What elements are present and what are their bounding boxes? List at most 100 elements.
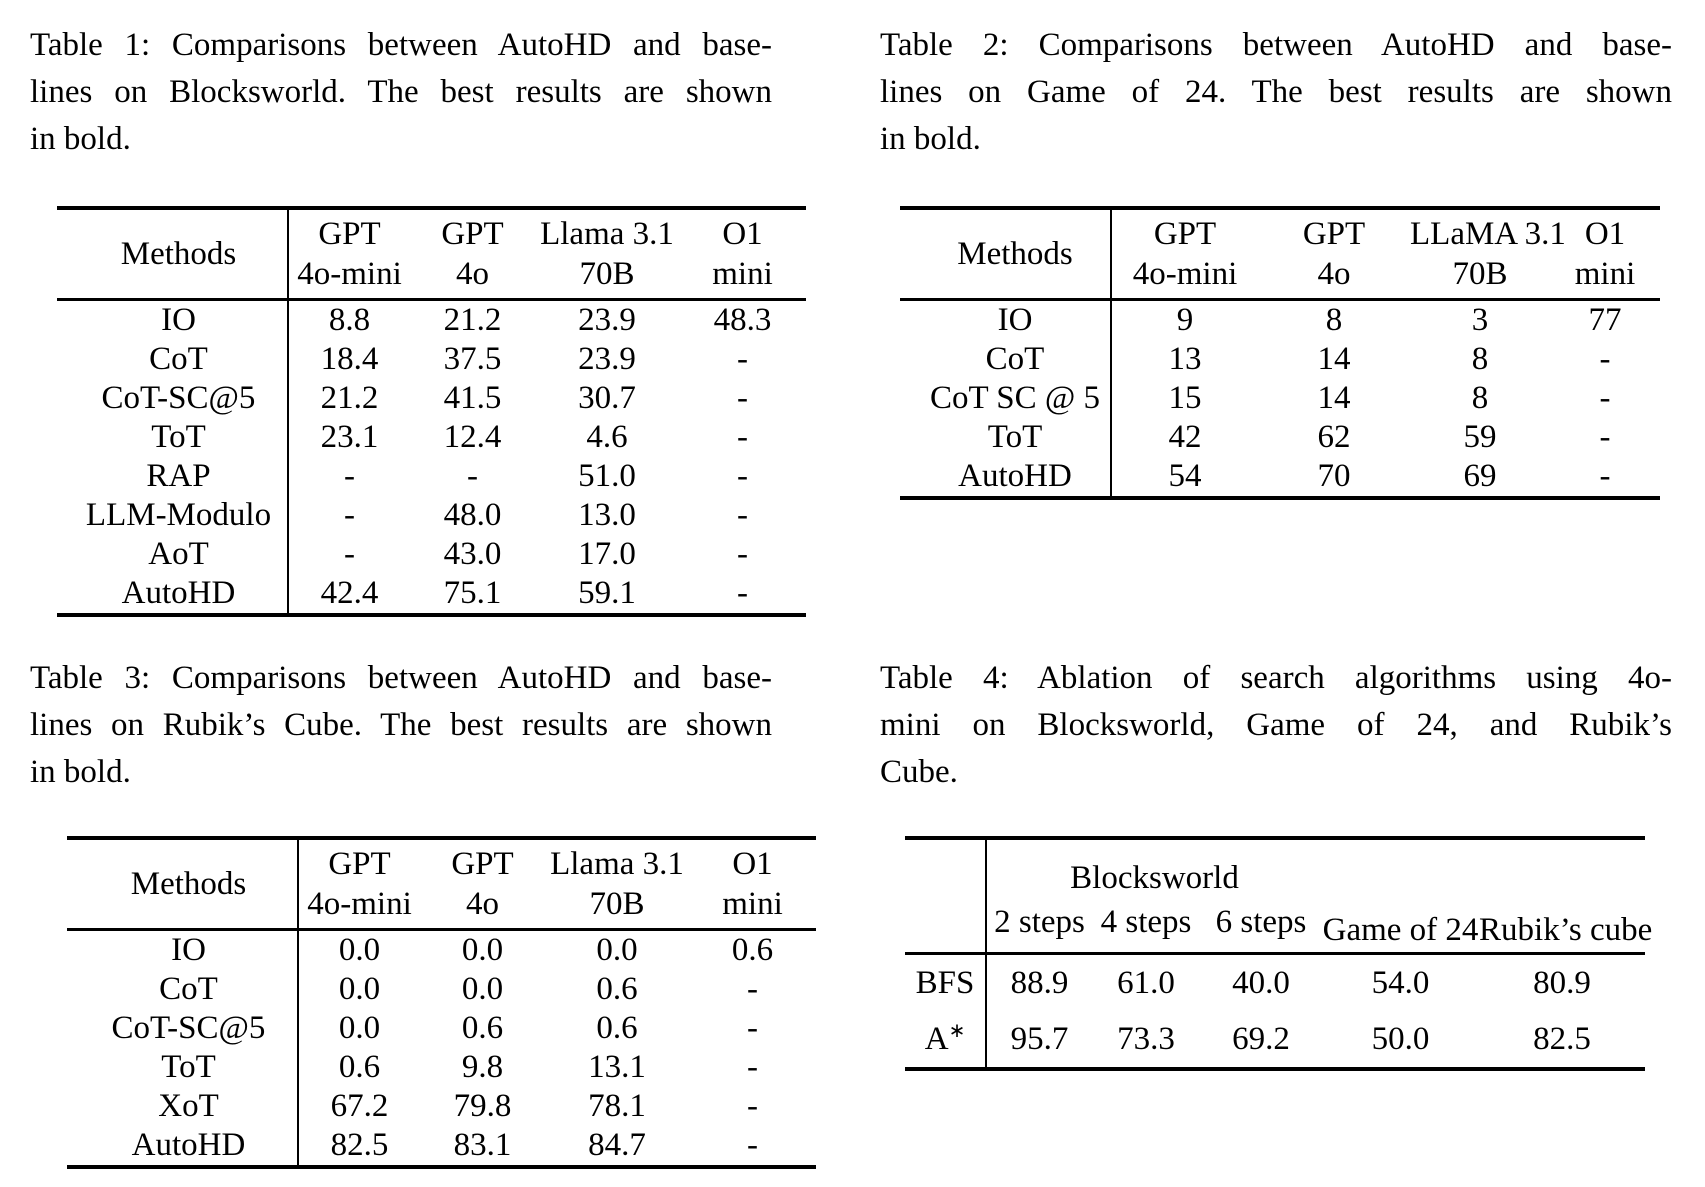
value-cell: 23.9 [535,298,679,340]
column-header-2-steps: 2 steps [994,904,1085,940]
table2-game-of-24: Methods GPT 4o-mini GPT 4o LLaMA 3.1 70B… [900,206,1660,500]
value-cell: - [737,341,748,377]
value-cell: - [737,497,748,533]
table-row: XoT 67.2 79.8 78.1 - [67,1087,816,1126]
caption-line: in bold. [880,121,981,157]
method-cell: AutoHD [67,1126,299,1167]
column-header-gpt-4o: GPT 4o [410,208,535,300]
method-cell: CoT SC @ 5 [900,379,1112,418]
header-line: 4o [466,886,499,922]
table2-caption: Table 2: Comparisons between AutoHD and … [880,22,1672,163]
value-cell: 18.4 [320,341,379,377]
table-row: AoT - 43.0 17.0 - [57,535,806,574]
table-row: IO 0.0 0.0 0.0 0.6 [67,928,816,970]
table1-blocksworld: Methods GPT 4o-mini GPT 4o Llama 3.1 70B… [57,206,806,617]
method-label: A [924,1021,949,1057]
header-line: GPT [1302,216,1366,252]
header-line: 4o-mini [1132,256,1238,292]
value-cell: 15 [1168,380,1202,416]
column-header-llama: Llama 3.1 70B [535,208,679,300]
method-cell: CoT [900,340,1112,379]
value-cell: 80.9 [1479,952,1646,1011]
header-line: O1 [1584,216,1626,252]
value-cell: 23.1 [320,419,379,455]
method-cell: A∗ [905,1011,987,1069]
column-header-methods: Methods [900,208,1112,300]
table-row: CoT 13 14 8 - [900,340,1660,379]
value-cell: 8 [1471,341,1489,377]
table-row: IO 9 8 3 77 [900,298,1660,340]
value-cell-best: 69 [1463,458,1497,494]
header-line: GPT [1153,216,1217,252]
value-cell: 54.0 [1322,952,1480,1011]
caption-line: lines on Game of 24. The best results ar… [880,74,1672,110]
value-cell: 0.0 [338,1010,381,1046]
method-cell: AoT [57,535,289,574]
value-cell-best: 70 [1317,458,1351,494]
value-cell: 0.6 [596,1010,638,1046]
header-row: Methods GPT 4o-mini GPT 4o Llama 3.1 70B… [67,838,816,930]
value-cell: 3 [1410,298,1550,340]
value-cell: 30.7 [578,380,636,416]
method-cell: CoT-SC@5 [57,379,289,418]
header-line: GPT [451,846,514,882]
value-cell-best: 82.5 [330,1127,389,1163]
value-cell: 73.3 [1117,1021,1175,1057]
column-header-gpt-4o-mini: GPT 4o-mini [288,208,410,300]
value-cell: 0.0 [420,928,545,970]
table3-caption: Table 3: Comparisons between AutoHD and … [30,655,772,796]
value-cell: - [747,1127,758,1163]
value-cell: 0.0 [461,971,504,1007]
table3-rubiks-cube: Methods GPT 4o-mini GPT 4o Llama 3.1 70B… [67,836,816,1169]
table-row: LLM-Modulo - 48.0 13.0 - [57,496,806,535]
method-cell: XoT [67,1087,299,1126]
value-cell: - [1599,419,1611,455]
method-cell: ToT [900,418,1112,457]
table-row-autohd: AutoHD 82.5 83.1 84.7 - [67,1126,816,1167]
value-cell: 88.9 [986,952,1092,1011]
caption-line: Table 3: Comparisons between AutoHD and … [30,660,772,696]
header-line: GPT [328,846,391,882]
table4-caption: Table 4: Ablation of search algorithms u… [880,655,1672,796]
table-row-a-star: A∗ 95.7 73.3 69.2 50.0 82.5 [905,1011,1645,1069]
value-cell: 42 [1168,419,1202,455]
header-line: 4o [456,256,489,292]
value-cell: - [737,536,748,572]
caption-line: mini on Blocksworld, Game of 24, and Rub… [880,707,1672,743]
header-line: mini [722,886,783,922]
value-cell: 69.2 [1232,1021,1290,1057]
caption-line: in bold. [30,754,131,790]
value-cell: 0.6 [338,1049,381,1085]
table-row: RAP - - 51.0 - [57,457,806,496]
value-cell: 77 [1550,298,1660,340]
header-line: Llama 3.1 [540,216,674,252]
value-cell-best: 75.1 [443,575,502,611]
table-row-autohd: AutoHD 42.4 75.1 59.1 - [57,574,806,615]
value-cell: 14 [1317,341,1351,377]
header-row: Methods GPT 4o-mini GPT 4o Llama 3.1 70B… [57,208,806,300]
value-cell: - [1599,458,1611,494]
column-header-gpt-4o: GPT 4o [420,838,545,930]
table-row: CoT-SC@5 21.2 41.5 30.7 - [57,379,806,418]
value-cell: - [747,1010,758,1046]
superscript-star: ∗ [948,1020,966,1042]
table-row: CoT 0.0 0.0 0.6 - [67,970,816,1009]
value-cell: - [747,1088,758,1124]
value-cell: - [737,575,748,611]
value-cell: - [747,1049,758,1085]
method-cell: CoT-SC@5 [67,1009,299,1048]
value-cell: 0.0 [338,971,381,1007]
value-cell: - [344,458,355,494]
header-line: Llama 3.1 [550,846,684,882]
value-cell: 8 [1471,380,1489,416]
column-header-o1-mini: O1 mini [689,838,816,930]
header-line: mini [712,256,773,292]
header-line: GPT [441,216,504,252]
method-cell: CoT [67,970,299,1009]
table-row: CoT-SC@5 0.0 0.6 0.6 - [67,1009,816,1048]
value-cell: 12.4 [443,419,502,455]
value-cell: - [467,458,478,494]
table-row: CoT SC @ 5 15 14 8 - [900,379,1660,418]
column-header-o1-mini: O1 mini [1550,208,1660,300]
